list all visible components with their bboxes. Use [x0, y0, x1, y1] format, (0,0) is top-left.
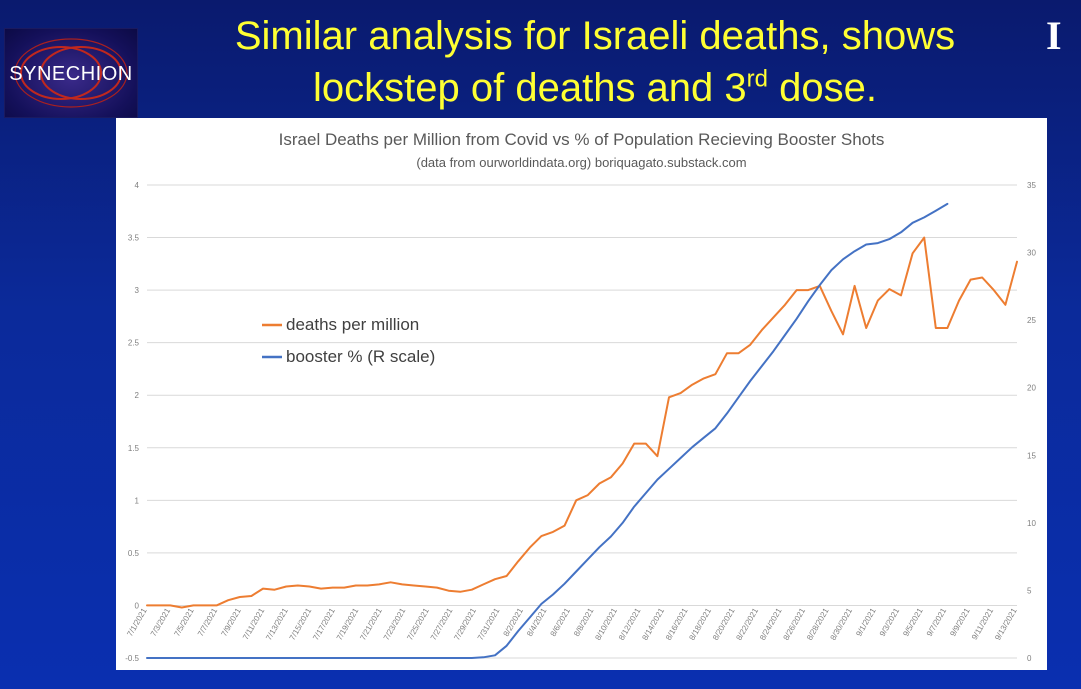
x-tick-label: 9/3/2021 [878, 606, 902, 638]
y-right-tick-label: 15 [1027, 451, 1036, 460]
y-left-tick-label: 4 [135, 181, 140, 190]
y-right-tick-label: 0 [1027, 654, 1032, 663]
logo-text: SYNECHION [9, 63, 133, 85]
y-left-tick-label: 2 [135, 391, 140, 400]
y-left-tick-label: 0 [135, 601, 140, 610]
x-tick-label: 8/8/2021 [572, 606, 596, 638]
x-tick-label: 7/17/2021 [311, 606, 337, 642]
x-tick-label: 9/11/2021 [970, 606, 996, 641]
y-right-tick-label: 30 [1027, 249, 1036, 258]
x-tick-label: 9/5/2021 [901, 606, 925, 638]
synechion-logo: SYNECHION [4, 28, 138, 118]
x-tick-label: 8/26/2021 [782, 606, 808, 642]
x-tick-label: 8/4/2021 [525, 606, 549, 638]
x-tick-label: 7/29/2021 [452, 606, 478, 642]
x-tick-label: 8/16/2021 [664, 606, 690, 642]
slide-title-line-1: Similar analysis for Israeli deaths, sho… [234, 14, 956, 58]
x-tick-label: 7/1/2021 [125, 606, 149, 638]
chart-panel: Israel Deaths per Million from Covid vs … [116, 118, 1047, 670]
logo-orbits-icon [14, 38, 128, 108]
slide-title: Similar analysis for Israeli deaths, sho… [150, 10, 1040, 114]
x-tick-label: 8/10/2021 [593, 606, 619, 642]
slide-title-line-2-main: lockstep of deaths and 3 [313, 66, 747, 110]
y-right-tick-label: 20 [1027, 384, 1036, 393]
x-tick-label: 8/20/2021 [711, 606, 737, 642]
x-tick-label: 8/6/2021 [549, 606, 573, 638]
x-tick-label: 9/7/2021 [925, 606, 949, 638]
slide-title-line-2: lockstep of deaths and 3rd dose. [150, 62, 1040, 114]
x-tick-label: 7/5/2021 [172, 606, 196, 638]
deaths-series-line [146, 236, 1018, 609]
slide-title-superscript: rd [746, 65, 768, 93]
y-left-tick-label: 2.5 [128, 339, 140, 348]
chart-title: Israel Deaths per Million from Covid vs … [278, 130, 885, 149]
line-chart: 43.532.521.510.50-0.5353025201510507/1/2… [125, 181, 1036, 663]
y-right-tick-label: 25 [1027, 316, 1036, 325]
x-tick-label: 7/15/2021 [288, 606, 314, 642]
y-left-tick-label: 0.5 [128, 549, 140, 558]
x-tick-label: 8/28/2021 [805, 606, 831, 642]
x-tick-label: 7/9/2021 [219, 606, 243, 638]
y-right-tick-label: 10 [1027, 519, 1036, 528]
chart-subtitle: (data from ourworldindata.org) boriquaga… [416, 155, 747, 170]
legend-label: deaths per million [286, 315, 419, 334]
legend-label: booster % (R scale) [286, 347, 435, 366]
x-tick-label: 9/13/2021 [993, 606, 1019, 642]
x-tick-label: 9/9/2021 [948, 606, 972, 638]
x-tick-label: 8/2/2021 [502, 606, 526, 638]
y-left-tick-label: 1 [135, 496, 140, 505]
x-tick-label: 8/14/2021 [640, 606, 666, 642]
x-tick-label: 8/24/2021 [758, 606, 784, 642]
x-tick-label: 8/22/2021 [734, 606, 760, 642]
x-tick-label: 7/19/2021 [335, 606, 361, 642]
x-tick-label: 7/3/2021 [149, 606, 173, 638]
y-left-tick-label: 1.5 [128, 444, 140, 453]
y-left-tick-label: 3 [135, 286, 140, 295]
x-tick-label: 7/7/2021 [196, 606, 220, 638]
x-tick-label: 8/18/2021 [687, 606, 713, 642]
x-tick-label: 8/30/2021 [829, 606, 855, 642]
y-left-tick-label: 3.5 [128, 234, 140, 243]
booster-series-line [146, 202, 949, 659]
x-tick-label: 7/21/2021 [358, 606, 384, 642]
y-left-tick-label: -0.5 [125, 654, 139, 663]
x-tick-label: 7/31/2021 [476, 606, 502, 642]
x-tick-label: 7/25/2021 [405, 606, 431, 642]
y-right-tick-label: 35 [1027, 181, 1036, 190]
slide-title-line-2-end: dose. [768, 66, 877, 110]
corner-mark: I [1046, 13, 1062, 58]
x-tick-label: 7/11/2021 [241, 606, 267, 641]
x-tick-label: 7/27/2021 [429, 606, 455, 642]
x-tick-label: 7/13/2021 [264, 606, 290, 642]
y-right-tick-label: 5 [1027, 586, 1032, 595]
x-tick-label: 7/23/2021 [382, 606, 408, 642]
x-tick-label: 9/1/2021 [854, 606, 878, 638]
x-tick-label: 8/12/2021 [617, 606, 643, 642]
